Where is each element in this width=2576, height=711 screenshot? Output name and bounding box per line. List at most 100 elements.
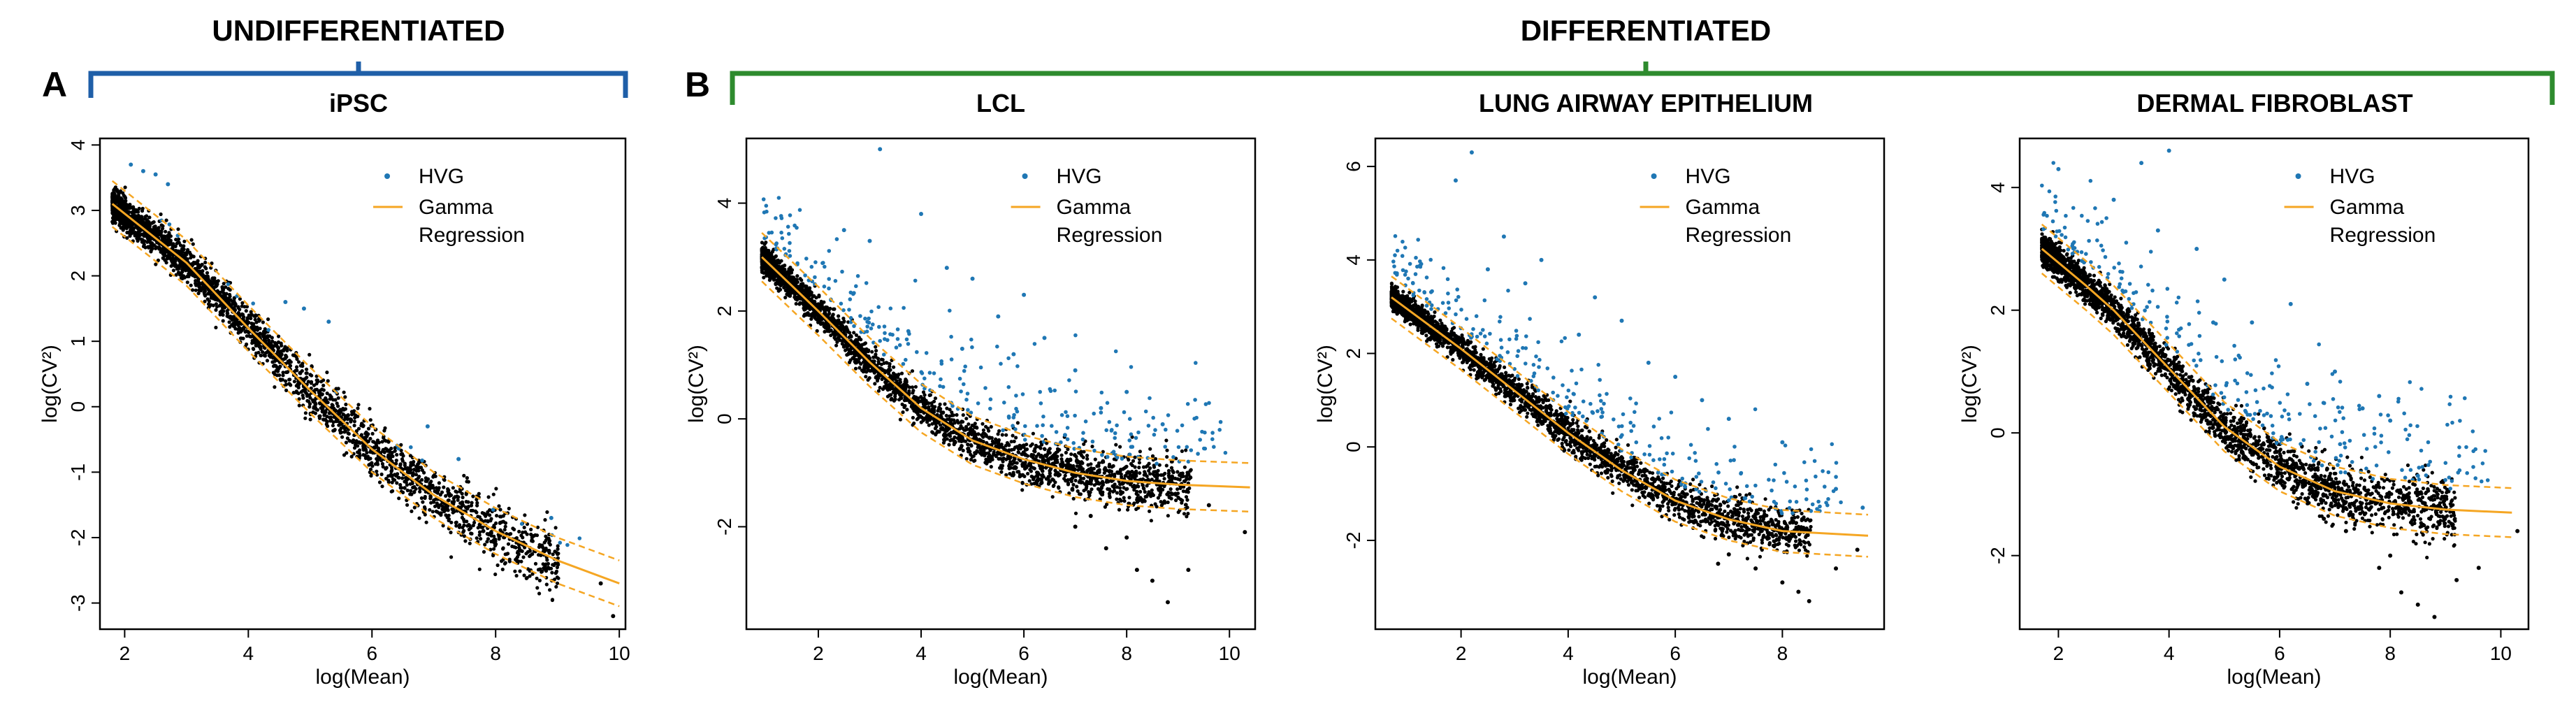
data-point (1100, 480, 1105, 484)
data-point (447, 488, 451, 492)
x-axis-label: log(Mean) (315, 666, 410, 689)
hvg-point (565, 543, 570, 547)
hvg-point (558, 540, 563, 545)
data-point (841, 316, 846, 321)
data-point (214, 325, 218, 330)
data-point (479, 525, 484, 529)
data-point (1143, 470, 1147, 474)
legend-regression-label-1: Gamma (419, 196, 493, 219)
data-point (495, 563, 500, 568)
regression-lower-bound (111, 226, 620, 608)
data-point (1170, 474, 1174, 478)
data-point (1073, 511, 1078, 515)
data-point (270, 345, 275, 350)
data-point (455, 494, 459, 498)
data-point (1064, 478, 1068, 483)
data-point (1096, 480, 1100, 484)
hvg-point (251, 301, 256, 306)
data-point (307, 405, 312, 409)
data-point (533, 561, 538, 566)
data-point (386, 478, 391, 482)
data-point (989, 424, 993, 429)
data-point (859, 361, 863, 366)
data-point (154, 262, 158, 266)
data-point (321, 383, 326, 388)
group-label-differentiated: DIFFERENTIATED (1521, 14, 1772, 47)
data-point (117, 216, 121, 220)
data-point (280, 378, 284, 382)
data-point (314, 387, 319, 392)
data-point (1085, 457, 1090, 461)
data-point (428, 496, 433, 501)
data-point (218, 303, 222, 307)
data-point (811, 312, 815, 316)
data-point (451, 496, 456, 501)
data-point (1008, 455, 1013, 459)
data-point (760, 240, 764, 245)
data-point (1050, 495, 1055, 499)
data-point (366, 457, 371, 461)
data-point (410, 492, 414, 496)
data-point (521, 530, 525, 535)
data-point (543, 564, 547, 568)
data-point (899, 371, 904, 375)
data-point (338, 410, 342, 414)
data-point (968, 428, 972, 432)
data-point (460, 491, 464, 496)
data-point (1164, 438, 1168, 443)
data-point (1182, 465, 1187, 469)
data-point (1119, 492, 1123, 496)
data-point (311, 410, 315, 415)
data-point (1025, 447, 1029, 452)
data-point (1071, 496, 1076, 501)
data-point (112, 188, 116, 192)
data-point (405, 483, 410, 487)
data-point (207, 290, 211, 294)
data-point (235, 319, 239, 323)
data-point (137, 206, 141, 210)
data-point (318, 401, 322, 405)
data-point (947, 443, 951, 447)
data-point (941, 426, 945, 430)
data-point (555, 581, 560, 585)
data-point (129, 205, 133, 209)
data-point (543, 518, 547, 522)
data-point (964, 424, 969, 429)
data-point (1159, 503, 1164, 508)
data-point (497, 533, 501, 538)
data-point (254, 343, 258, 348)
data-point (403, 486, 407, 490)
data-point (470, 501, 474, 505)
data-point (218, 313, 222, 317)
y-tick-label: -2 (67, 529, 89, 547)
data-point (841, 345, 846, 349)
data-point (320, 409, 324, 414)
data-point (932, 418, 936, 422)
data-point (328, 415, 333, 419)
data-point (910, 385, 915, 389)
data-point (528, 553, 533, 557)
data-point (1086, 463, 1090, 467)
data-point (398, 482, 403, 487)
y-tick-label: -1 (67, 464, 89, 481)
data-point (1182, 512, 1187, 516)
data-point (859, 338, 863, 342)
data-point (540, 545, 545, 550)
data-point (999, 466, 1004, 471)
data-point (542, 549, 547, 554)
data-point (961, 448, 965, 453)
data-point (444, 503, 448, 508)
data-point (530, 533, 535, 538)
data-point (400, 476, 405, 480)
data-point (336, 404, 340, 408)
data-point (1034, 479, 1039, 483)
data-point (249, 310, 253, 314)
data-point (1022, 474, 1027, 479)
data-point (460, 500, 465, 504)
data-point (196, 292, 201, 296)
data-point (817, 294, 821, 299)
data-point (326, 379, 330, 383)
data-point (343, 395, 347, 399)
data-point (390, 466, 394, 470)
data-point (142, 243, 146, 247)
